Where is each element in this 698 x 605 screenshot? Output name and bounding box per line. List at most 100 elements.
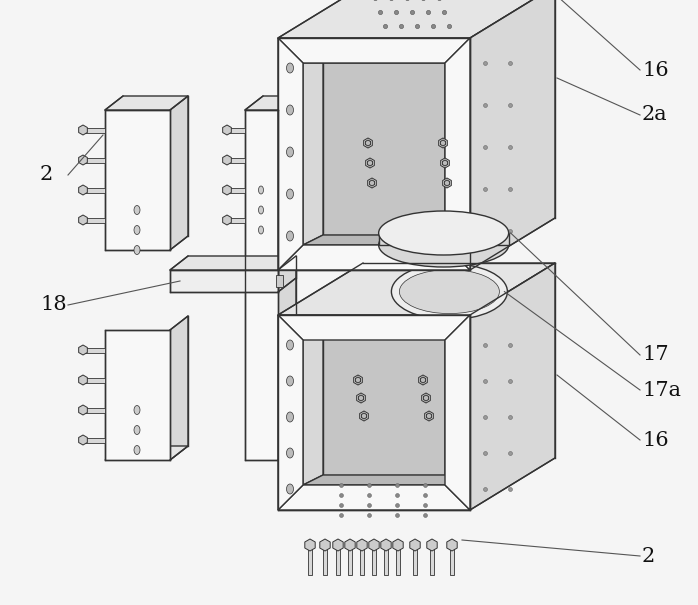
Polygon shape (223, 185, 231, 195)
Polygon shape (227, 218, 245, 223)
Polygon shape (105, 96, 188, 110)
Polygon shape (447, 539, 457, 551)
Polygon shape (278, 485, 470, 510)
Polygon shape (227, 157, 245, 163)
Polygon shape (223, 155, 231, 165)
Polygon shape (278, 315, 470, 510)
Polygon shape (445, 38, 470, 270)
Ellipse shape (392, 264, 507, 319)
Ellipse shape (286, 63, 293, 73)
Polygon shape (323, 549, 327, 575)
Polygon shape (470, 0, 555, 270)
Ellipse shape (286, 484, 293, 494)
Polygon shape (364, 138, 372, 148)
Polygon shape (369, 539, 379, 551)
Polygon shape (345, 539, 355, 551)
Polygon shape (79, 185, 87, 195)
Polygon shape (384, 549, 388, 575)
Polygon shape (308, 549, 312, 575)
Polygon shape (357, 393, 365, 403)
Text: 17a: 17a (642, 381, 681, 399)
Polygon shape (303, 475, 465, 485)
Polygon shape (227, 188, 245, 192)
Polygon shape (303, 53, 465, 63)
Polygon shape (79, 345, 87, 355)
Ellipse shape (134, 445, 140, 454)
Ellipse shape (286, 376, 293, 386)
Polygon shape (245, 96, 296, 110)
Polygon shape (83, 378, 105, 382)
Polygon shape (303, 330, 323, 485)
Polygon shape (348, 549, 352, 575)
Text: 2a: 2a (642, 105, 667, 125)
Polygon shape (369, 180, 375, 186)
Polygon shape (430, 549, 434, 575)
Polygon shape (79, 125, 87, 135)
Polygon shape (323, 330, 465, 475)
Polygon shape (105, 330, 170, 460)
Polygon shape (276, 275, 283, 287)
Ellipse shape (286, 147, 293, 157)
Polygon shape (445, 180, 450, 186)
Polygon shape (438, 138, 447, 148)
Polygon shape (359, 411, 369, 421)
Ellipse shape (286, 412, 293, 422)
Ellipse shape (286, 189, 293, 199)
Polygon shape (105, 446, 188, 460)
Ellipse shape (134, 206, 140, 215)
Polygon shape (278, 245, 470, 270)
Polygon shape (470, 263, 555, 510)
Polygon shape (83, 347, 105, 353)
Polygon shape (79, 215, 87, 225)
Polygon shape (445, 315, 470, 510)
Polygon shape (357, 539, 367, 551)
Polygon shape (422, 393, 431, 403)
Ellipse shape (134, 226, 140, 235)
Polygon shape (323, 53, 465, 235)
Ellipse shape (258, 186, 264, 194)
Polygon shape (424, 411, 433, 421)
Polygon shape (420, 377, 426, 383)
Polygon shape (278, 38, 303, 270)
Polygon shape (170, 270, 278, 292)
Polygon shape (381, 539, 391, 551)
Polygon shape (410, 539, 420, 551)
Polygon shape (366, 158, 374, 168)
Polygon shape (278, 38, 470, 63)
Text: 18: 18 (40, 295, 66, 315)
Polygon shape (83, 218, 105, 223)
Polygon shape (83, 408, 105, 413)
Polygon shape (355, 377, 361, 383)
Polygon shape (303, 53, 323, 245)
Polygon shape (278, 38, 470, 270)
Text: 2: 2 (40, 166, 53, 185)
Ellipse shape (258, 226, 264, 234)
Polygon shape (245, 110, 278, 460)
Ellipse shape (286, 448, 293, 458)
Polygon shape (443, 160, 447, 166)
Polygon shape (354, 375, 362, 385)
Polygon shape (372, 549, 376, 575)
Ellipse shape (134, 405, 140, 414)
Polygon shape (83, 437, 105, 442)
Polygon shape (83, 188, 105, 192)
Polygon shape (305, 539, 315, 551)
Polygon shape (83, 128, 105, 132)
Polygon shape (445, 53, 465, 245)
Polygon shape (278, 0, 555, 38)
Polygon shape (278, 263, 555, 315)
Polygon shape (362, 413, 366, 419)
Polygon shape (368, 178, 376, 188)
Ellipse shape (378, 211, 509, 255)
Polygon shape (424, 395, 429, 401)
Polygon shape (170, 96, 188, 250)
Polygon shape (445, 330, 465, 485)
Polygon shape (278, 315, 470, 340)
Polygon shape (79, 435, 87, 445)
Ellipse shape (286, 231, 293, 241)
Text: 16: 16 (642, 60, 669, 79)
Polygon shape (223, 215, 231, 225)
Text: 2: 2 (642, 546, 655, 566)
Polygon shape (396, 549, 400, 575)
Polygon shape (426, 539, 437, 551)
